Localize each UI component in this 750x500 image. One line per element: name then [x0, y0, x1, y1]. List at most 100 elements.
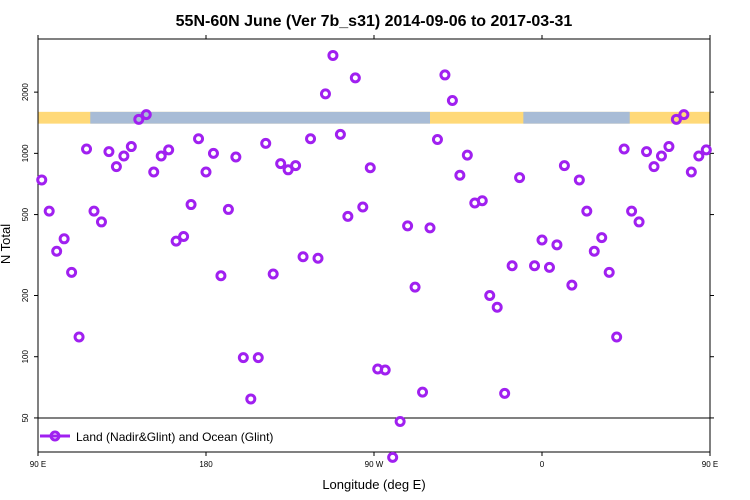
data-point — [178, 231, 190, 243]
data-point — [81, 143, 93, 155]
data-point — [349, 72, 361, 84]
data-point — [118, 150, 130, 162]
data-point — [566, 279, 578, 291]
data-point — [237, 352, 249, 364]
x-tick-label: 0 — [540, 460, 545, 469]
ocean-band-segment — [523, 111, 630, 124]
data-point — [260, 137, 272, 149]
data-point — [73, 331, 85, 343]
x-axis: 90 E 180 90 W 0 90 E — [30, 35, 718, 469]
data-point — [245, 393, 257, 405]
data-point — [387, 451, 399, 463]
x-tick-label: 90 W — [365, 460, 384, 469]
data-point — [327, 49, 339, 61]
data-point — [536, 234, 548, 246]
data-point — [88, 205, 100, 217]
data-point — [685, 166, 697, 178]
data-point — [551, 239, 563, 251]
data-point — [125, 141, 137, 153]
data-point — [424, 222, 436, 234]
data-point — [641, 146, 653, 158]
data-point — [663, 141, 675, 153]
data-point — [543, 261, 555, 273]
data-point — [200, 166, 212, 178]
data-point — [185, 199, 197, 211]
data-point — [215, 270, 227, 282]
data-point — [596, 232, 608, 244]
data-point — [43, 205, 55, 217]
data-point — [670, 113, 682, 125]
data-point — [148, 166, 160, 178]
data-point — [417, 386, 429, 398]
data-point — [364, 162, 376, 174]
data-point — [103, 146, 115, 158]
data-point — [633, 216, 645, 228]
data-point — [140, 109, 152, 121]
data-point — [58, 233, 70, 245]
data-point — [491, 301, 503, 313]
data-point — [394, 416, 406, 428]
land-mask-band — [38, 111, 710, 124]
data-point — [267, 268, 279, 280]
data-point — [170, 235, 182, 247]
data-point — [66, 266, 78, 278]
y-tick-label: 1000 — [21, 144, 30, 162]
data-point — [133, 113, 145, 125]
data-point — [51, 245, 63, 257]
data-point — [207, 147, 219, 159]
data-point — [163, 144, 175, 156]
data-point — [95, 216, 107, 228]
data-point — [618, 143, 630, 155]
data-point — [110, 161, 122, 173]
legend: Land (Nadir&Glint) and Ocean (Glint) — [40, 430, 273, 444]
data-point — [193, 133, 205, 145]
data-point — [588, 245, 600, 257]
y-tick-label: 50 — [21, 413, 30, 422]
data-point — [319, 88, 331, 100]
data-point — [648, 161, 660, 173]
data-point — [334, 128, 346, 140]
data-point — [36, 174, 48, 186]
data-point — [573, 174, 585, 186]
data-point — [402, 220, 414, 232]
x-tick-label: 90 E — [30, 460, 46, 469]
data-point — [693, 150, 705, 162]
x-tick-label: 180 — [199, 460, 213, 469]
data-point — [506, 260, 518, 272]
data-point — [529, 260, 541, 272]
data-point — [312, 252, 324, 264]
data-point — [431, 133, 443, 145]
data-point — [558, 160, 570, 172]
data-point — [499, 387, 511, 399]
data-point — [678, 109, 690, 121]
data-point — [252, 352, 264, 364]
y-tick-label: 200 — [21, 288, 30, 302]
data-point — [700, 144, 712, 156]
y-axis: 50 100 200 500 1000 2000 — [21, 83, 714, 422]
data-point — [305, 133, 317, 145]
y-axis-label: N Total — [0, 224, 13, 264]
data-point — [454, 169, 466, 181]
data-point — [439, 69, 451, 81]
data-point — [297, 251, 309, 263]
data-points — [36, 49, 712, 463]
x-tick-label: 90 E — [702, 460, 718, 469]
data-point — [342, 210, 354, 222]
plot-frame — [37, 38, 711, 453]
x-axis-label: Longitude (deg E) — [322, 477, 425, 492]
y-tick-label: 500 — [21, 207, 30, 221]
data-point — [626, 205, 638, 217]
data-point — [275, 158, 287, 170]
data-point — [484, 289, 496, 301]
data-point — [409, 281, 421, 293]
data-point — [581, 205, 593, 217]
data-point — [446, 94, 458, 106]
data-point — [603, 266, 615, 278]
data-point — [155, 150, 167, 162]
y-tick-label: 100 — [21, 349, 30, 363]
data-point — [230, 151, 242, 163]
data-point — [379, 364, 391, 376]
data-point — [476, 195, 488, 207]
chart-title: 55N-60N June (Ver 7b_s31) 2014-09-06 to … — [176, 13, 573, 30]
